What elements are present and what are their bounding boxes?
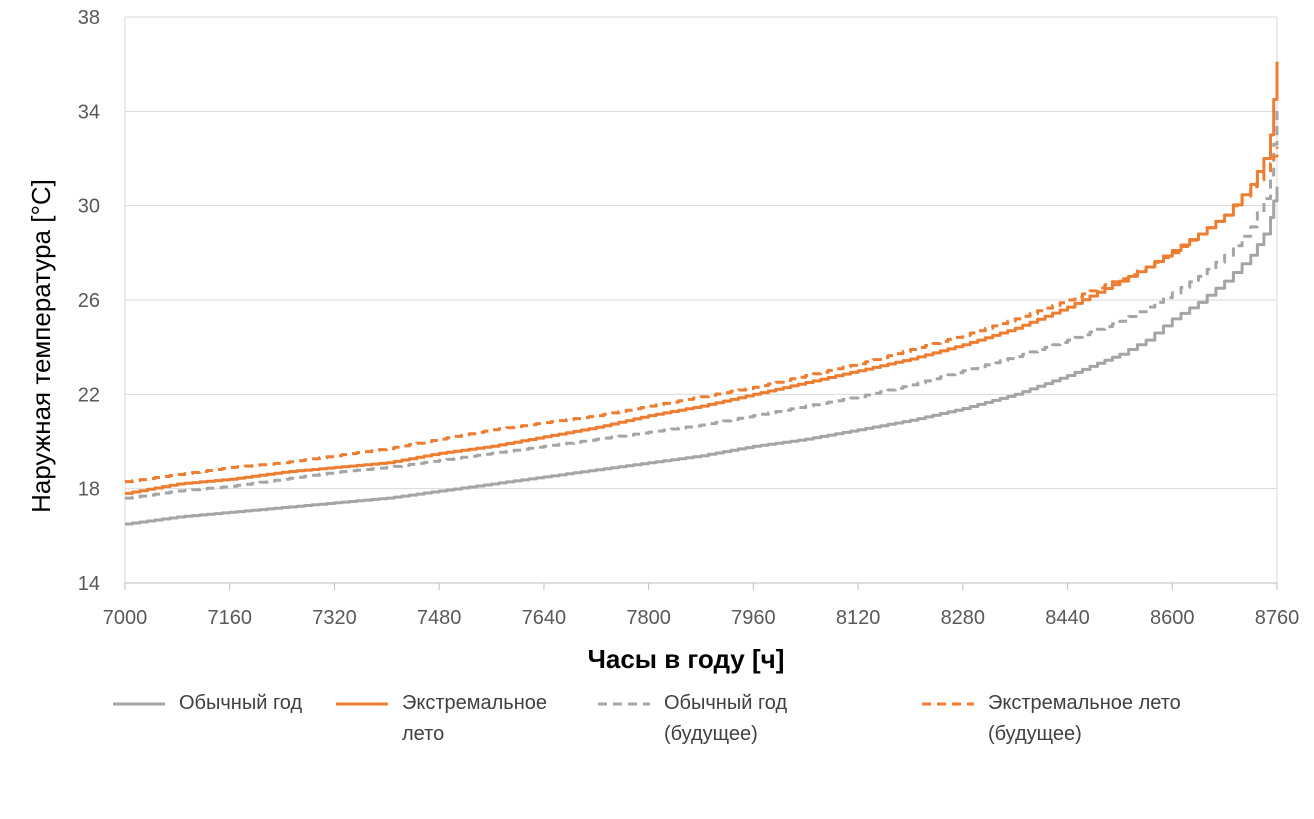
legend-label: Обычный год (будущее) — [664, 692, 788, 745]
legend-swatch-dashed-orange — [922, 702, 974, 706]
x-tick-label: 7320 — [312, 607, 357, 629]
x-tick-label: 7480 — [417, 607, 462, 629]
x-tick-label: 7000 — [103, 607, 148, 629]
legend-item-extreme-summer: Экстремальное лето — [336, 688, 547, 750]
legend-label: Экстремальное лето (будущее) — [988, 692, 1181, 745]
y-tick-label: 18 — [78, 479, 100, 501]
y-tick-label: 38 — [78, 7, 100, 29]
legend-item-extreme-summer-future: Экстремальное лето (будущее) — [922, 688, 1181, 750]
legend-swatch-solid-gray — [113, 702, 165, 706]
y-tick-label: 22 — [78, 384, 100, 406]
y-tick-labels: 14 18 22 26 30 34 38 — [78, 7, 100, 595]
legend-swatch-dashed-gray — [598, 702, 650, 706]
legend-item-normal-year-future: Обычный год (будущее) — [598, 688, 787, 750]
series-line-3 — [125, 109, 1279, 500]
legend-label: Обычный год — [179, 692, 303, 714]
series-line-1 — [125, 186, 1279, 526]
x-tick-label: 8120 — [836, 607, 881, 629]
x-tick-labels: 7000 7160 7320 7480 7640 7800 7960 8120 8280 8440… — [103, 607, 1300, 629]
legend-item-normal-year: Обычный год — [113, 688, 302, 719]
x-tick-label: 7960 — [731, 607, 776, 629]
x-tick-label: 7800 — [626, 607, 671, 629]
x-tick-label: 7160 — [207, 607, 252, 629]
x-tick-label: 8760 — [1255, 607, 1300, 629]
y-tick-label: 30 — [78, 196, 100, 218]
y-tick-label: 34 — [78, 101, 100, 123]
legend-label: Экстремальное лето — [402, 692, 548, 745]
series-line-2 — [125, 61, 1279, 495]
series-lines — [125, 61, 1279, 526]
x-tick-label: 8600 — [1150, 607, 1195, 629]
x-tick-label: 7640 — [522, 607, 567, 629]
y-tick-label: 26 — [78, 290, 100, 312]
legend: Обычный год Экстремальное лето Обычный г… — [0, 688, 1314, 758]
y-axis-title: Наружная температура [°C] — [26, 179, 56, 513]
legend-swatch-solid-orange — [336, 702, 388, 706]
series-line-4 — [125, 146, 1279, 484]
gridlines — [124, 16, 1278, 590]
y-tick-label: 14 — [78, 573, 100, 595]
x-tick-label: 8440 — [1045, 607, 1090, 629]
x-tick-label: 8280 — [941, 607, 986, 629]
x-axis-title: Часы в году [ч] — [588, 644, 785, 674]
